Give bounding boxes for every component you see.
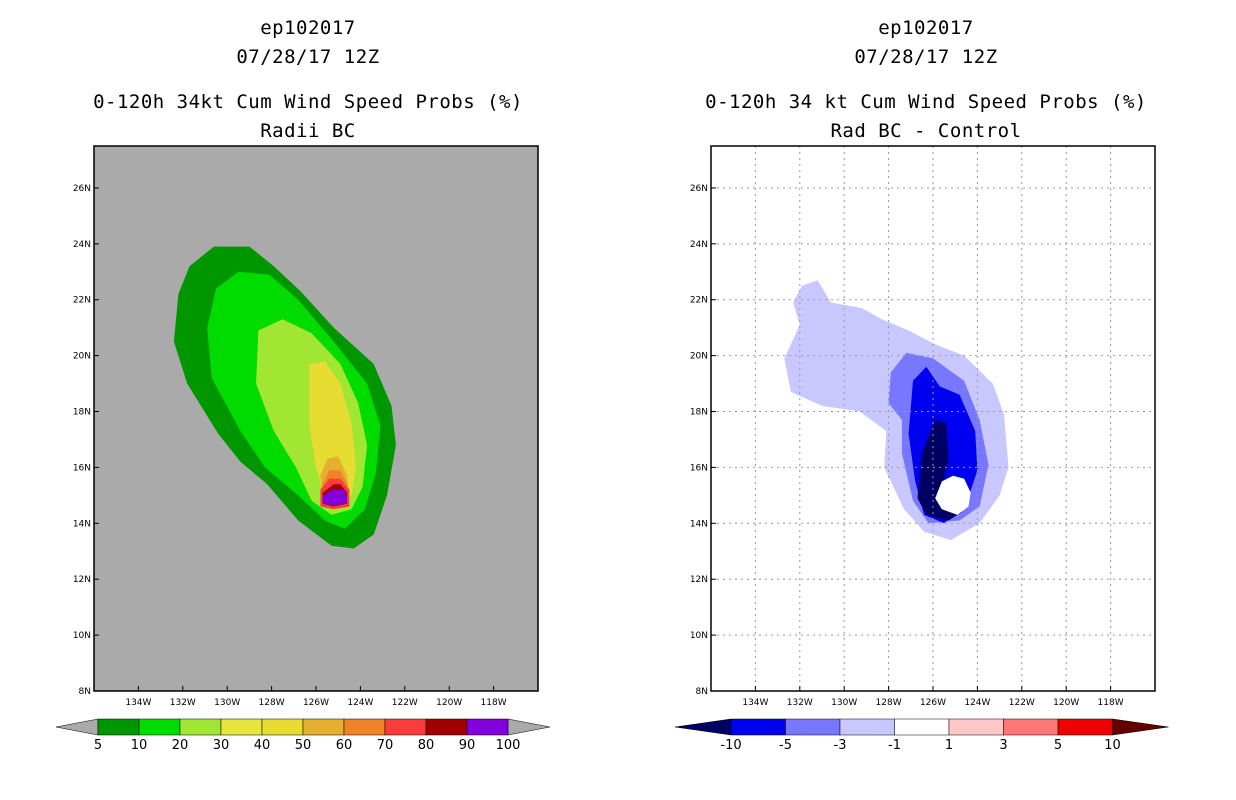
left-panel-colorbar-swatch [384, 718, 427, 736]
right-init-time: 07/28/17 12Z [854, 46, 998, 68]
left-panel-ytick-label: 12N [73, 575, 91, 585]
left-panel-colorbar-label: 60 [336, 738, 353, 753]
left-panel-xtick-label: 126W [303, 698, 329, 708]
left-panel-xtick-label: 124W [347, 698, 373, 708]
left-panel-ytick-label: 8N [79, 687, 91, 697]
right-panel-xtick-label: 130W [831, 698, 857, 708]
left-panel-colorbar-swatch [302, 718, 345, 736]
left-panel-xtick-label: 130W [214, 698, 240, 708]
left-panel-colorbar-swatch [220, 718, 263, 736]
left-panel-colorbar-label: 100 [496, 738, 521, 753]
left-panel-colorbar-swatch [466, 718, 509, 736]
right-panel-ytick-label: 22N [690, 296, 708, 306]
left-panel-xtick-label: 120W [436, 698, 462, 708]
right-panel: 134W 132W 130W 128W 126W 124W 122W 120W 118W 8N 10… [674, 145, 1169, 753]
right-panel-ytick-label: 26N [690, 184, 708, 194]
left-panel-xtick-label: 128W [259, 698, 285, 708]
right-panel-colorbar-label: 5 [1054, 738, 1062, 753]
right-product-title: 0-120h 34 kt Cum Wind Speed Probs (%) [705, 91, 1147, 113]
right-panel-xtick-label: 120W [1053, 698, 1079, 708]
left-product-title: 0-120h 34kt Cum Wind Speed Probs (%) [93, 91, 523, 113]
left-panel-colorbar: 5 10 20 30 40 50 60 70 80 90 100 [55, 718, 551, 753]
left-panel-colorbar-swatch [179, 718, 222, 736]
right-panel-xtick-label: 128W [876, 698, 902, 708]
left-panel-ytick-label: 16N [73, 463, 91, 473]
left-panel-ytick-label: 24N [73, 240, 91, 250]
right-panel-colorbar-low-triangle [674, 718, 732, 736]
right-panel-xtick-label: 122W [1009, 698, 1035, 708]
left-panel-colorbar-label: 50 [295, 738, 312, 753]
right-panel-ytick-label: 8N [696, 687, 708, 697]
right-storm-id: ep102017 [878, 17, 974, 39]
right-panel-contour-1 [935, 475, 971, 515]
left-panel-colorbar-low-triangle [55, 718, 99, 736]
left-panel-colorbar-swatch [97, 718, 140, 736]
left-panel-xtick-label: 132W [170, 698, 196, 708]
right-panel-colorbar-swatch [785, 718, 841, 736]
left-panel-colorbar-swatch [261, 718, 304, 736]
right-panel-ytick-label: 24N [690, 240, 708, 250]
right-panel-colorbar-swatch [894, 718, 950, 736]
right-panel-title: ep102017 07/28/17 12Z 0-120h 34 kt Cum W… [646, 14, 1206, 146]
left-panel-ytick-label: 18N [73, 408, 91, 418]
left-panel-colorbar-swatch [425, 718, 468, 736]
left-panel-ytick-label: 20N [73, 352, 91, 362]
right-panel-ytick-label: 10N [690, 631, 708, 641]
left-panel-colorbar-label: 30 [213, 738, 230, 753]
right-panel-colorbar-label: -3 [834, 738, 847, 753]
left-init-time: 07/28/17 12Z [236, 46, 380, 68]
left-panel-colorbar-label: 5 [94, 738, 102, 753]
right-panel-colorbar: -10 -5 -3 -1 1 3 5 10 [674, 718, 1169, 753]
right-panel-colorbar-swatch [839, 718, 895, 736]
right-panel-xtick-label: 134W [742, 698, 768, 708]
right-panel-colorbar-label: 10 [1104, 738, 1121, 753]
left-panel-ytick-label: 10N [73, 631, 91, 641]
left-subtitle: Radii BC [260, 120, 356, 142]
right-panel-colorbar-label: -5 [779, 738, 792, 753]
right-panel-grid [711, 146, 1155, 691]
right-panel-xtick-label: 118W [1098, 698, 1124, 708]
right-panel-contour-neg10 [917, 419, 962, 521]
right-panel-colorbar-label: -10 [720, 738, 741, 753]
left-storm-id: ep102017 [260, 17, 356, 39]
right-panel-colorbar-label: -1 [888, 738, 901, 753]
right-panel-xtick-label: 126W [920, 698, 946, 708]
left-panel: 134W 132W 130W 128W 126W 124W 122W 120W 118W 8N 10… [55, 145, 551, 753]
left-panel-ytick-label: 22N [73, 296, 91, 306]
right-panel-colorbar-high-triangle [1112, 718, 1169, 736]
right-panel-xtick-label: 124W [964, 698, 990, 708]
right-panel-ytick-label: 18N [690, 408, 708, 418]
right-panel-colorbar-swatch [948, 718, 1004, 736]
left-panel-xtick-label: 118W [481, 698, 507, 708]
right-panel-colorbar-swatch [1057, 718, 1113, 736]
right-panel-ytick-label: 20N [690, 352, 708, 362]
left-panel-colorbar-swatch [138, 718, 181, 736]
right-panel-colorbar-label: 3 [999, 738, 1007, 753]
left-panel-ytick-label: 14N [73, 519, 91, 529]
left-panel-title: ep102017 07/28/17 12Z 0-120h 34kt Cum Wi… [28, 14, 588, 146]
right-panel-contours [784, 280, 1009, 541]
left-panel-contours [173, 246, 396, 549]
right-panel-ytick-label: 14N [690, 519, 708, 529]
right-panel-ytick-label: 16N [690, 463, 708, 473]
left-panel-colorbar-label: 20 [172, 738, 189, 753]
left-panel-xtick-label: 122W [392, 698, 418, 708]
right-panel-xtick-label: 132W [787, 698, 813, 708]
left-panel-colorbar-label: 70 [377, 738, 394, 753]
right-panel-ytick-label: 12N [690, 575, 708, 585]
left-panel-contour-90 [322, 489, 348, 506]
left-panel-colorbar-label: 40 [254, 738, 271, 753]
left-panel-colorbar-high-triangle [507, 718, 551, 736]
left-panel-colorbar-swatch [343, 718, 386, 736]
right-panel-colorbar-swatch [1003, 718, 1059, 736]
right-panel-colorbar-label: 1 [945, 738, 953, 753]
left-panel-xtick-label: 134W [125, 698, 151, 708]
left-panel-colorbar-label: 80 [418, 738, 435, 753]
right-panel-colorbar-swatch [730, 718, 786, 736]
left-panel-colorbar-label: 90 [459, 738, 476, 753]
left-panel-colorbar-label: 10 [131, 738, 148, 753]
right-subtitle: Rad BC - Control [830, 120, 1022, 142]
left-panel-ytick-label: 26N [73, 184, 91, 194]
